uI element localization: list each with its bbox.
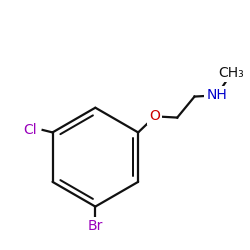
Text: NH: NH [206,88,227,102]
Text: CH₃: CH₃ [219,66,244,80]
Text: Br: Br [88,219,103,233]
Text: Cl: Cl [24,123,37,137]
Text: O: O [150,109,160,123]
